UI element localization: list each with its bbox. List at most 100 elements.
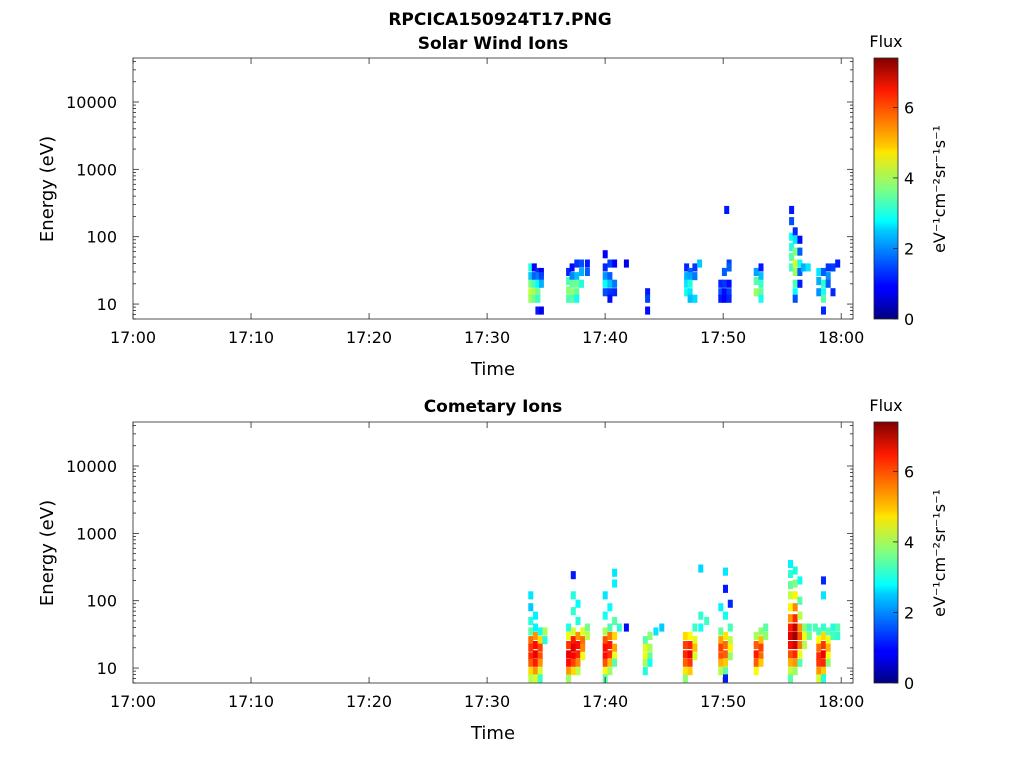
colorbar-title: Flux — [869, 32, 902, 51]
heatmap-cell — [579, 259, 584, 268]
heatmap-cell — [580, 652, 586, 661]
heatmap-cell — [797, 611, 803, 620]
heatmap-cell — [830, 263, 836, 272]
heatmap-cell — [687, 272, 693, 281]
heatmap-cell — [758, 263, 764, 272]
heatmap-cell — [825, 636, 831, 645]
heatmap-cell — [723, 567, 728, 576]
heatmap-cell — [721, 279, 727, 288]
heatmap-cell — [721, 267, 727, 276]
heatmap-cell — [687, 641, 693, 650]
heatmap-cell — [584, 259, 590, 268]
heatmap-cell — [758, 279, 764, 288]
heatmap-cell — [835, 623, 841, 632]
heatmap-cell — [718, 658, 724, 667]
heatmap-cell — [642, 636, 648, 645]
heatmap-cell — [531, 272, 537, 281]
heatmap-cell — [602, 263, 608, 272]
y-tick-label: 10000 — [66, 457, 117, 476]
heatmap-cell — [602, 627, 608, 636]
y-tick-label: 10 — [97, 295, 117, 314]
plot-frame — [132, 57, 854, 320]
axis-layer: 17:00 17:10 17:20 17:30 17:40 17:50 18:00 10 100… — [66, 58, 864, 347]
heatmap-cell — [682, 641, 688, 650]
heatmap-cell — [602, 643, 608, 652]
heatmap-cell — [584, 623, 590, 632]
heatmap-cell — [812, 623, 818, 632]
heatmap-cell — [797, 650, 803, 659]
heatmap-cell — [542, 627, 548, 636]
heatmap-cell — [753, 667, 759, 676]
heatmap-cell — [607, 294, 613, 303]
heatmap-cell — [758, 643, 764, 652]
heatmap-cell — [792, 667, 798, 676]
heatmap-cell — [718, 294, 724, 303]
heatmap-cell — [698, 623, 704, 632]
heatmap-cell — [797, 596, 803, 605]
heatmap-cell — [607, 658, 613, 667]
heatmap-cell — [612, 631, 618, 640]
heatmap-cell — [692, 643, 698, 652]
heatmap-cell — [835, 631, 841, 640]
heatmap-cell — [816, 652, 822, 661]
heatmap-cell — [687, 267, 693, 276]
heatmap-cell — [692, 636, 698, 645]
heatmap-cell — [821, 591, 826, 600]
heatmap-cell — [821, 288, 826, 297]
heatmap-cell — [753, 267, 759, 276]
heatmap-cell — [537, 652, 543, 661]
heatmap-cell — [607, 259, 613, 268]
heatmap-cell — [602, 611, 608, 620]
heatmap-cell — [528, 603, 534, 612]
heatmap-cell — [566, 631, 572, 640]
heatmap-cell — [612, 652, 618, 661]
heatmap-cell — [825, 263, 831, 272]
heatmap-cell — [528, 658, 534, 667]
heatmap-cell — [607, 641, 613, 650]
colorbar-tick-label: 4 — [904, 169, 914, 188]
heatmap-cell — [602, 272, 608, 281]
heatmap-cell — [580, 636, 586, 645]
heatmap-cell — [533, 658, 538, 667]
colorbar-tick-label: 0 — [904, 310, 914, 329]
heatmap-cell — [687, 294, 693, 303]
heatmap-cell — [727, 623, 733, 632]
heatmap-cell — [753, 641, 759, 650]
heatmap-cell — [542, 636, 548, 645]
heatmap-cell — [753, 631, 759, 640]
heatmap-cell — [792, 623, 798, 632]
heatmap-cell — [788, 631, 793, 640]
heatmap-cell — [566, 267, 572, 276]
colorbar-ticks: 0 2 4 6 — [893, 98, 914, 329]
heatmap-cell — [538, 272, 544, 281]
heatmap-cell — [535, 272, 541, 281]
heatmap-cell — [800, 263, 806, 272]
panel-cometary: Cometary Ions 17:00 17:10 17:20 17:30 17:40 1… — [37, 396, 949, 744]
heatmap-cell — [792, 294, 798, 303]
plot-area — [133, 422, 853, 683]
heatmap-cell — [816, 288, 822, 297]
heatmap-cell — [538, 267, 544, 276]
heatmap-cell — [528, 616, 534, 625]
heatmap-cell — [687, 658, 693, 667]
heatmap-cell — [792, 603, 798, 612]
heatmap-cell — [623, 259, 629, 268]
heatmap-cell — [758, 294, 764, 303]
heatmap-cell — [721, 294, 727, 303]
heatmap-cell — [574, 272, 580, 281]
y-axis-label: Energy (eV) — [37, 136, 58, 242]
heatmap-cell — [758, 288, 764, 297]
heatmap-cell — [607, 631, 613, 640]
heatmap-cell — [531, 263, 537, 272]
colorbar-tick-label: 0 — [904, 674, 914, 693]
heatmap-cell — [566, 286, 572, 295]
heatmap-cell — [788, 603, 793, 612]
heatmap-cell — [789, 243, 795, 252]
heatmap-cell — [642, 643, 648, 652]
heatmap-cell — [642, 658, 648, 667]
heatmap-cell — [789, 232, 795, 241]
heatmap-cell — [566, 658, 572, 667]
heatmap-cell — [570, 591, 576, 600]
heatmap-cell — [723, 658, 728, 667]
heatmap-cell — [612, 616, 618, 625]
